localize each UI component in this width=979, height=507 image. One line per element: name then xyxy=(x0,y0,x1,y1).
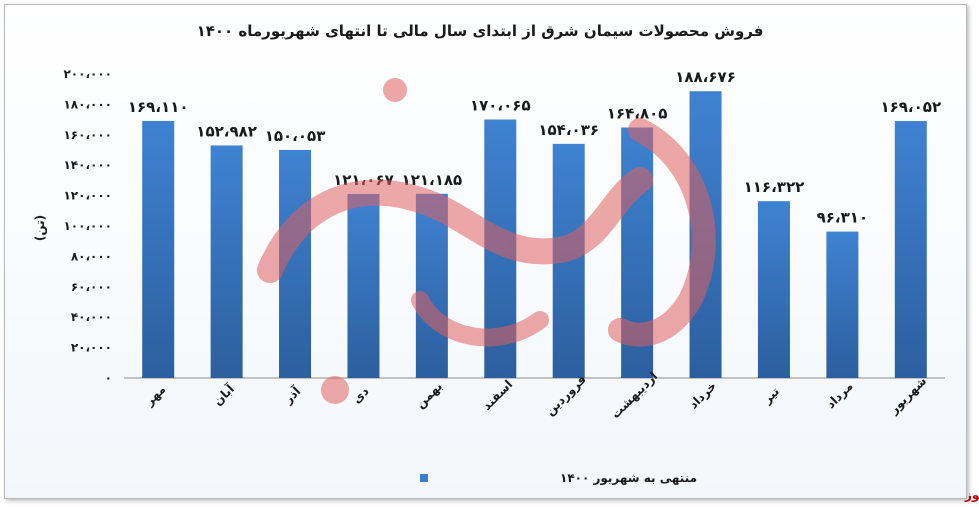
x-tick-label: خرداد xyxy=(686,379,719,412)
data-label: ۱۸۸،۶۷۶ xyxy=(675,68,736,86)
y-tick-label: ۱۰۰،۰۰۰ xyxy=(63,219,112,233)
y-tick-label: ۱۶۰،۰۰۰ xyxy=(63,128,112,142)
bar xyxy=(826,231,859,378)
data-label: ۱۶۹،۱۱۰ xyxy=(128,98,189,116)
x-tick-label: آبان xyxy=(210,381,238,409)
data-label: ۱۱۶،۳۲۲ xyxy=(744,178,805,196)
source-label: بورس نیوز xyxy=(964,488,979,503)
data-label: ۱۵۲،۹۸۲ xyxy=(196,122,257,140)
y-tick-label: ۲۰۰،۰۰۰ xyxy=(63,67,112,81)
x-axis-labels: مهر آبان آذر دی بهمن اسفند فروردین اردیبهشت خردا… xyxy=(142,369,930,421)
data-label: ۱۵۴،۰۳۶ xyxy=(538,121,599,139)
x-tick-label: مهر xyxy=(142,382,169,409)
x-tick-label: مرداد xyxy=(824,379,856,411)
y-tick-label: ۴۰،۰۰۰ xyxy=(71,310,112,324)
x-tick-label: دی xyxy=(350,384,372,406)
x-tick-label: تیر xyxy=(760,384,783,407)
y-tick-label: ۰ xyxy=(105,371,112,385)
bar xyxy=(142,120,175,379)
y-tick-label: ۱۴۰،۰۰۰ xyxy=(63,158,112,172)
legend: منتهی به شهریور ۱۴۰۰ xyxy=(420,471,697,486)
y-axis-ticks: ۰ ۲۰،۰۰۰ ۴۰،۰۰۰ ۶۰،۰۰۰ ۸۰،۰۰۰ ۱۰۰،۰۰۰ ۱۲۰،۰۰۰ ۱… xyxy=(63,67,112,385)
y-tick-label: ۲۰،۰۰۰ xyxy=(71,341,112,355)
data-label: ۹۶،۳۱۰ xyxy=(817,209,868,227)
bar xyxy=(347,193,380,378)
x-tick-label: شهریور xyxy=(886,374,930,418)
y-tick-label: ۸۰،۰۰۰ xyxy=(71,249,112,263)
chart-title: فروش محصولات سیمان شرق از ابتدای سال مال… xyxy=(197,22,764,40)
x-tick-label: بهمن xyxy=(413,379,445,411)
data-label: ۱۲۱،۱۸۵ xyxy=(402,171,463,189)
bars-group xyxy=(142,91,927,379)
bar xyxy=(894,121,927,379)
data-label: ۱۵۰،۰۵۳ xyxy=(265,127,326,145)
data-label: ۱۶۴،۸۰۵ xyxy=(607,104,668,122)
legend-label: منتهی به شهریور ۱۴۰۰ xyxy=(560,471,697,486)
watermark-logo xyxy=(257,78,716,404)
x-tick-label: اسفند xyxy=(480,377,516,413)
legend-swatch xyxy=(420,474,428,482)
x-tick-label: فروردین xyxy=(543,372,590,419)
data-label: ۱۶۹،۰۵۲ xyxy=(880,98,941,116)
y-tick-label: ۱۸۰،۰۰۰ xyxy=(63,97,112,111)
x-tick-label: آذر xyxy=(280,383,304,407)
bar xyxy=(415,193,448,378)
y-axis-label: (تن) xyxy=(33,215,47,241)
y-tick-label: ۶۰،۰۰۰ xyxy=(71,280,112,294)
data-label: ۱۷۰،۰۶۵ xyxy=(470,97,531,115)
y-tick-label: ۱۲۰،۰۰۰ xyxy=(63,189,112,203)
bar xyxy=(757,201,790,378)
bar xyxy=(210,145,243,378)
